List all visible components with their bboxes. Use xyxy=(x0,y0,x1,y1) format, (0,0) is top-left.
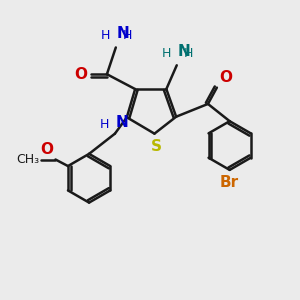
Text: S: S xyxy=(150,139,161,154)
Text: O: O xyxy=(74,67,87,82)
Text: H: H xyxy=(101,29,110,42)
Text: N: N xyxy=(177,44,190,59)
Text: H: H xyxy=(100,118,109,131)
Text: CH₃: CH₃ xyxy=(16,153,39,166)
Text: O: O xyxy=(40,142,53,157)
Text: O: O xyxy=(219,70,232,85)
Text: H: H xyxy=(122,29,132,42)
Text: H: H xyxy=(162,47,171,60)
Text: N: N xyxy=(116,26,129,41)
Text: Br: Br xyxy=(220,175,239,190)
Text: H: H xyxy=(183,47,193,60)
Text: N: N xyxy=(116,115,128,130)
